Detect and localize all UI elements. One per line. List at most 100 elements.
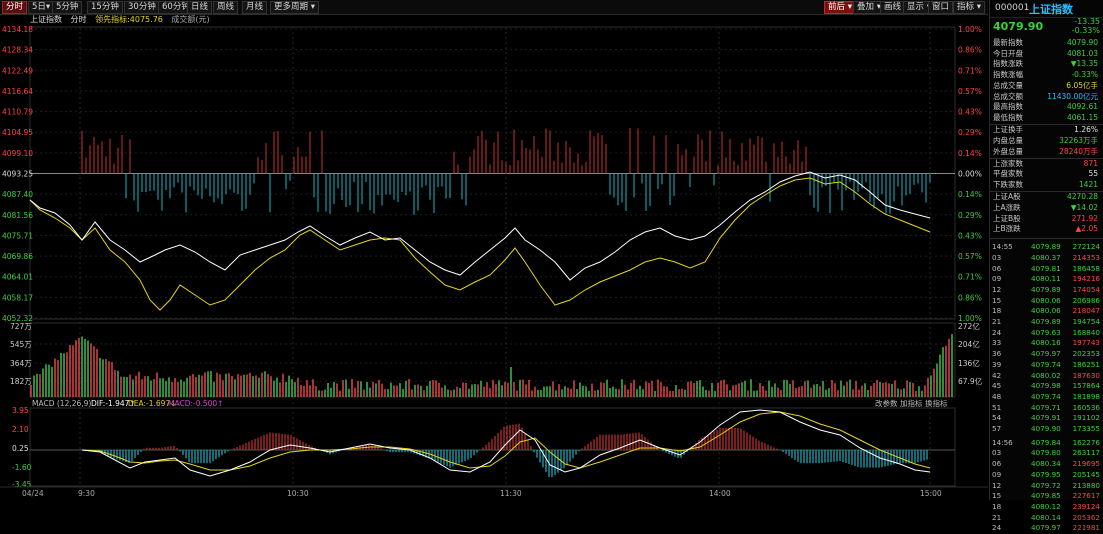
tick-price: 4079.71 <box>1031 402 1061 412</box>
volume-tick-label: 727万 <box>10 322 32 331</box>
tick-price: 4079.72 <box>1031 480 1061 490</box>
tick-row: 18 4080.06 218047 <box>992 306 1102 317</box>
tick-volume: 181898 <box>1072 391 1100 401</box>
turnover-tick-label: 272亿 <box>958 321 980 331</box>
tick-row: 54 4079.91 191102 <box>992 413 1102 424</box>
quote-stat-row: 指数涨跌 ▼13.35 <box>992 59 1100 70</box>
macd-tick-label: 2.10 <box>12 425 29 434</box>
stat-label: 上证B股 <box>993 213 1021 223</box>
percent-tick-label: 0.29% <box>958 211 982 220</box>
quote-stat-row: 总成交量 6.05亿手 <box>992 81 1100 92</box>
tick-time: 06 <box>992 459 1002 469</box>
period-tab[interactable]: 周线 <box>213 1 239 14</box>
macd-tick-label: -3.45 <box>12 480 32 489</box>
stat-label: 外盘总量 <box>993 146 1023 156</box>
stat-value: ▼13.35 <box>1070 59 1098 69</box>
tick-price: 4079.74 <box>1031 391 1061 401</box>
tick-row: 33 4080.16 197743 <box>992 338 1102 349</box>
tick-price: 4080.37 <box>1031 252 1061 262</box>
tick-price: 4079.97 <box>1031 523 1061 533</box>
tick-volume: 206986 <box>1072 295 1100 305</box>
stat-label: 总成交量 <box>993 80 1023 90</box>
tick-price: 4079.63 <box>1031 327 1061 337</box>
stat-label: 上证换手 <box>993 125 1023 135</box>
tick-volume: 205362 <box>1072 512 1100 522</box>
toolbar-button[interactable]: 画线 <box>880 1 906 14</box>
tick-row: 48 4079.74 181898 <box>992 392 1102 403</box>
tick-price: 4080.02 <box>1031 370 1061 380</box>
percent-tick-label: 0.57% <box>958 252 982 261</box>
stat-value: 4092.61 <box>1066 102 1098 112</box>
tick-volume: 168840 <box>1072 327 1100 337</box>
tick-price: 4079.98 <box>1031 381 1061 391</box>
panel-separator <box>990 238 1103 240</box>
tick-volume: 214353 <box>1072 252 1100 262</box>
current-price: 4079.90 <box>993 20 1044 33</box>
toolbar-button[interactable]: 窗口 <box>928 1 954 14</box>
percent-tick-label: 0.86% <box>958 46 982 55</box>
stat-label: 今日开盘 <box>993 48 1023 58</box>
tick-volume: 187630 <box>1072 370 1100 380</box>
stat-label: 上A涨跌 <box>993 203 1021 212</box>
intraday-chart[interactable]: 4134.18 1.00% 4128.34 0.86% 4122.49 0.71% 4116… <box>0 0 988 500</box>
macd-option-button[interactable]: 换指标 <box>925 398 948 408</box>
tick-price: 4080.06 <box>1031 295 1061 305</box>
tick-row: 06 4079.81 186458 <box>992 264 1102 275</box>
price-tick-label: 4081.56 <box>2 211 33 220</box>
panel-separator <box>990 157 1103 159</box>
tick-time: 15 <box>992 295 1002 305</box>
period-tab[interactable]: 日线 <box>187 1 213 14</box>
tick-volume: 239124 <box>1072 501 1100 511</box>
period-tab[interactable]: 5分钟 <box>52 1 83 14</box>
stat-value: 4270.28 <box>1066 192 1098 202</box>
volume-tick-label: 545万 <box>10 340 32 349</box>
turnover-tick-label: 136亿 <box>958 358 980 368</box>
macd-value: MACD:-0.500↑ <box>168 399 223 408</box>
quote-stat-row: 上证A股 4270.28 <box>992 192 1100 203</box>
percent-tick-label: 0.71% <box>958 66 982 75</box>
tick-price: 4079.95 <box>1031 469 1061 479</box>
macd-option-button[interactable]: 改参数 <box>875 398 898 408</box>
tick-time: 12 <box>992 480 1002 490</box>
tick-row: 21 4079.89 194754 <box>992 317 1102 328</box>
macd-name: MACD (12,26,9) <box>32 399 91 408</box>
tick-price: 4080.16 <box>1031 338 1061 348</box>
panel-separator <box>990 191 1103 193</box>
tick-volume: 218047 <box>1072 306 1100 316</box>
stat-label: 总成交额 <box>993 91 1023 101</box>
quote-title: 000001 上证指数 <box>990 0 1103 18</box>
tick-price: 4079.84 <box>1031 437 1061 447</box>
tick-row: 12 4079.89 174054 <box>992 285 1102 296</box>
macd-option-button[interactable]: 加指标 <box>900 398 923 408</box>
tick-time: 09 <box>992 274 1002 284</box>
tick-price: 4079.80 <box>1031 448 1061 458</box>
tick-row: 14:56 4079.84 162276 <box>992 438 1102 449</box>
price-tick-label: 4093.25 <box>2 170 33 179</box>
tick-price: 4079.74 <box>1031 359 1061 369</box>
stat-value: 11430.00亿元 <box>1047 91 1098 101</box>
macd-tick-label: 0.25 <box>12 444 29 453</box>
period-tab[interactable]: 更多周期 ▾ <box>270 1 319 14</box>
stat-value: 4061.15 <box>1066 112 1098 122</box>
stat-value: 4081.03 <box>1066 48 1098 58</box>
legend-volume-label: 成交额(元) <box>171 15 210 24</box>
time-axis-label: 14:00 <box>709 489 731 498</box>
stat-value: 28240万手 <box>1059 146 1098 156</box>
price-tick-label: 4058.17 <box>2 293 33 302</box>
tick-time: 33 <box>992 338 1002 348</box>
toolbar-button[interactable]: 指标 ▾ <box>953 1 985 14</box>
index-price-line <box>29 171 931 281</box>
stat-label: 上B涨跌 <box>993 224 1021 234</box>
tick-time: 03 <box>992 448 1002 458</box>
price-change: -13.35 -0.33% <box>1072 17 1100 35</box>
period-tab[interactable]: 15分钟 <box>87 1 123 14</box>
price-tick-label: 4128.34 <box>2 46 33 55</box>
period-tab[interactable]: 分时 <box>2 1 28 14</box>
period-tab[interactable]: 月线 <box>242 1 268 14</box>
period-tab[interactable]: 5日▾ <box>28 1 55 14</box>
quote-stat-row: 外盘总量 28240万手 <box>992 147 1100 158</box>
percent-tick-label: 0.43% <box>958 108 982 117</box>
tick-price: 4080.14 <box>1031 512 1061 522</box>
percent-tick-label: 0.57% <box>958 87 982 96</box>
period-tab[interactable]: 60分钟 <box>158 1 194 14</box>
